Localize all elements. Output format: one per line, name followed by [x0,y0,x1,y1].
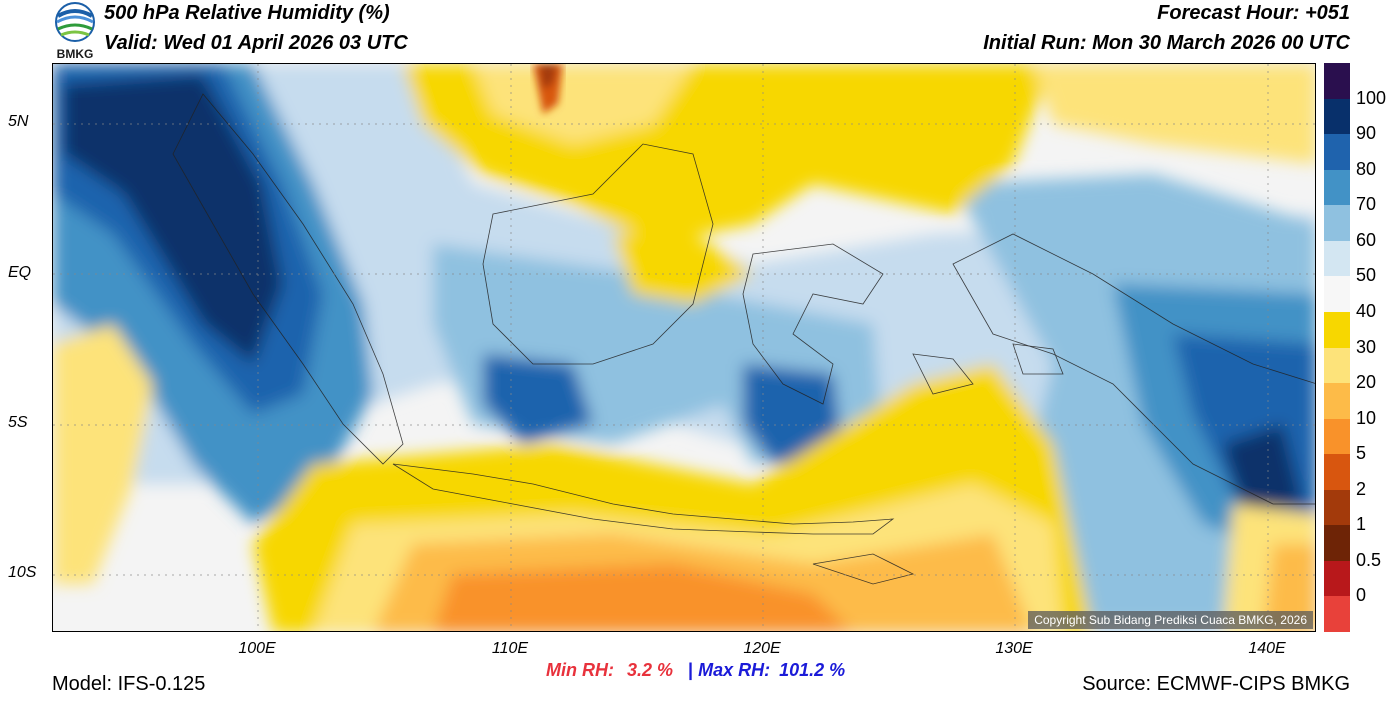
lat-label-eq: EQ [8,264,32,281]
humidity-field [53,64,1315,631]
colorbar-segment [1324,383,1350,420]
lon-label-130e: 130E [995,640,1033,657]
valid-time: Valid: Wed 01 April 2026 03 UTC [104,32,408,54]
colorbar-segment [1324,63,1350,99]
logo-text: BMKG [57,47,94,60]
min-rh-value: 3.2 % [627,660,674,680]
colorbar-label: 50 [1356,265,1377,286]
colorbar-segment [1324,454,1350,491]
colorbar-label: 10 [1356,407,1377,428]
colorbar-segment [1324,525,1350,562]
colorbar-label: 20 [1356,372,1377,393]
lat-label-10s: 10S [8,564,37,581]
colorbar-label: 60 [1356,229,1377,250]
colorbar-label: 2 [1356,478,1367,499]
initial-run: Initial Run: Mon 30 March 2026 00 UTC [983,32,1350,54]
forecast-hour: Forecast Hour: +051 [1157,2,1350,24]
colorbar [1324,63,1350,633]
rh-stats: Min RH: 3.2 % | Max RH: 101.2 % [546,660,845,681]
lon-label-140e: 140E [1248,640,1286,657]
colorbar-label: 1 [1356,514,1367,535]
colorbar-segment [1324,240,1350,277]
colorbar-segment [1324,98,1350,135]
min-rh-label: Min RH: [546,660,614,680]
source-label: Source: ECMWF-CIPS BMKG [1082,673,1350,695]
colorbar-label: 0.5 [1356,549,1382,570]
colorbar-label: 70 [1356,194,1377,215]
colorbar-segment [1324,560,1350,597]
stats-separator: | [688,660,694,680]
colorbar-segment [1324,169,1350,206]
colorbar-label: 0 [1356,585,1367,606]
colorbar-label: 90 [1356,123,1377,144]
colorbar-label: 30 [1356,336,1377,357]
bmkg-logo: BMKG [50,2,100,61]
max-rh-value: 101.2 % [779,660,846,680]
colorbar-segment [1324,596,1350,633]
lon-label-120e: 120E [743,640,781,657]
lat-label-5s: 5S [8,414,28,431]
colorbar-segment [1324,347,1350,384]
colorbar-segment [1324,205,1350,242]
colorbar-label: 5 [1356,443,1367,464]
copyright-label: Copyright Sub Bidang Prediksi Cuaca BMKG… [1028,611,1313,629]
max-rh-label: Max RH: [698,660,771,680]
colorbar-segment [1324,418,1350,455]
colorbar-segment [1324,276,1350,313]
colorbar-label: 80 [1356,158,1377,179]
lat-label-5n: 5N [8,113,29,130]
colorbar-segment [1324,489,1350,526]
colorbar-label: 100 [1356,87,1387,108]
lon-label-100e: 100E [238,640,276,657]
chart-title: 500 hPa Relative Humidity (%) [104,2,390,24]
lon-label-110e: 110E [491,640,529,657]
colorbar-segment [1324,311,1350,348]
humidity-map: Copyright Sub Bidang Prediksi Cuaca BMKG… [52,63,1316,632]
colorbar-segment [1324,134,1350,171]
model-label: Model: IFS-0.125 [52,673,206,695]
colorbar-label: 40 [1356,300,1377,321]
